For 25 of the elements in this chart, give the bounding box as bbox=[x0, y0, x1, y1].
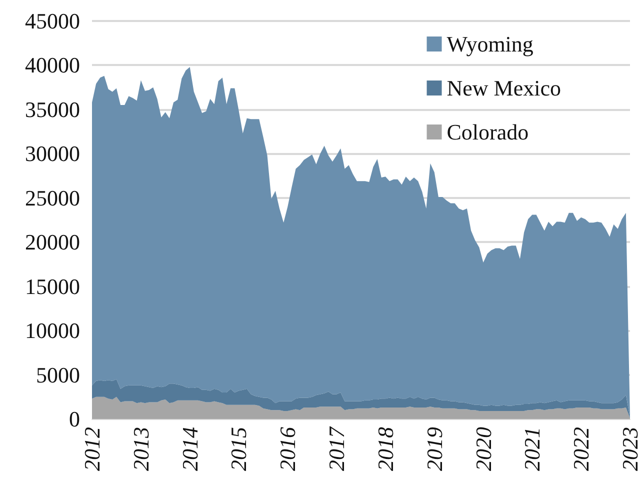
x-tick-label: 2020 bbox=[470, 427, 496, 471]
legend-label: New Mexico bbox=[446, 76, 562, 100]
x-tick-label: 2012 bbox=[80, 427, 104, 471]
x-tick-label: 2019 bbox=[422, 427, 447, 471]
legend-label: Colorado bbox=[446, 120, 529, 144]
x-tick-label: 2022 bbox=[568, 427, 594, 471]
y-tick-label: 35000 bbox=[25, 96, 80, 122]
x-tick-label: 2013 bbox=[128, 427, 154, 471]
x-tick-label: 2014 bbox=[177, 427, 202, 471]
y-tick-label: 30000 bbox=[25, 141, 80, 166]
y-tick-label: 25000 bbox=[25, 185, 80, 210]
y-tick-label: 5000 bbox=[36, 362, 80, 388]
y-tick-label: 10000 bbox=[25, 318, 80, 344]
x-tick-label: 2017 bbox=[324, 426, 350, 471]
x-tick-label: 2023 bbox=[618, 427, 641, 471]
x-tick-label: 2016 bbox=[275, 427, 300, 471]
y-tick-label: 0 bbox=[69, 406, 80, 432]
x-tick-label: 2018 bbox=[372, 427, 398, 471]
y-tick-label: 45000 bbox=[25, 8, 80, 34]
y-tick-label: 20000 bbox=[25, 230, 80, 255]
legend-label: Wyoming bbox=[446, 32, 534, 56]
y-tick-label: 15000 bbox=[25, 274, 80, 299]
y-tick-label: 40000 bbox=[25, 52, 80, 78]
x-tick-label: 2021 bbox=[520, 427, 545, 471]
x-tick-label: 2015 bbox=[226, 427, 252, 471]
